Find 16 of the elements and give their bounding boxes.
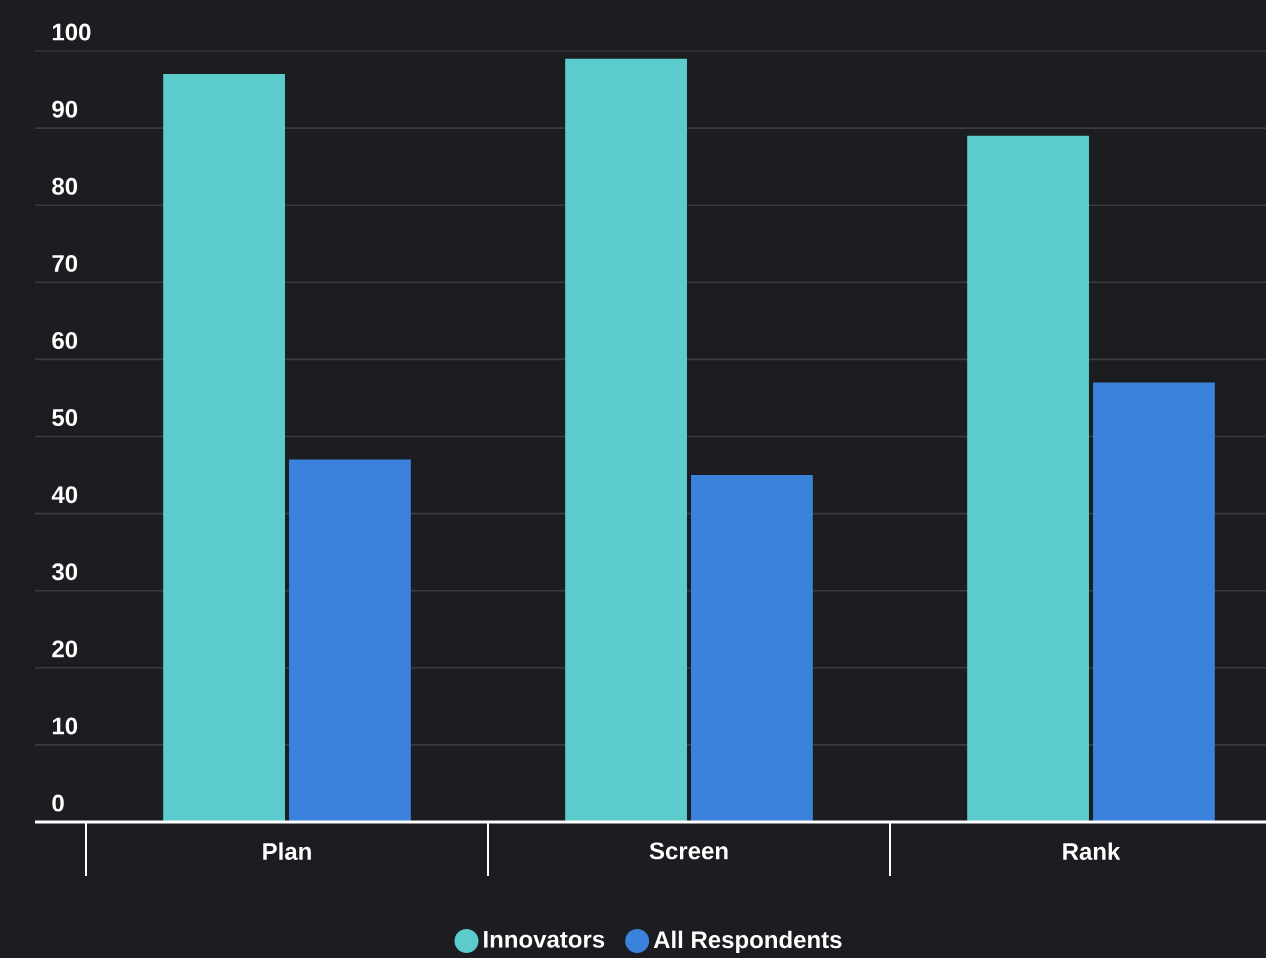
y-tick-label: 90	[52, 100, 78, 118]
x-tick-label: Screen	[649, 842, 728, 860]
x-tick-label: Plan	[263, 842, 311, 860]
y-tick-label: 40	[51, 486, 78, 504]
y-tick-label: 0	[52, 794, 64, 812]
y-tick-label: 100	[52, 23, 91, 41]
y-tick-label: 20	[52, 640, 78, 658]
y-tick-label: 80	[52, 177, 78, 195]
y-tick-label: 10	[52, 717, 78, 735]
legend-label: All Respondents	[653, 930, 842, 953]
y-tick-label: 50	[52, 409, 78, 427]
y-tick-label: 70	[52, 254, 78, 272]
legend-label: Innovators	[484, 931, 605, 948]
y-tick-label: 30	[51, 563, 78, 581]
x-tick-label: Rank	[1063, 842, 1121, 860]
y-tick-label: 60	[52, 332, 78, 349]
